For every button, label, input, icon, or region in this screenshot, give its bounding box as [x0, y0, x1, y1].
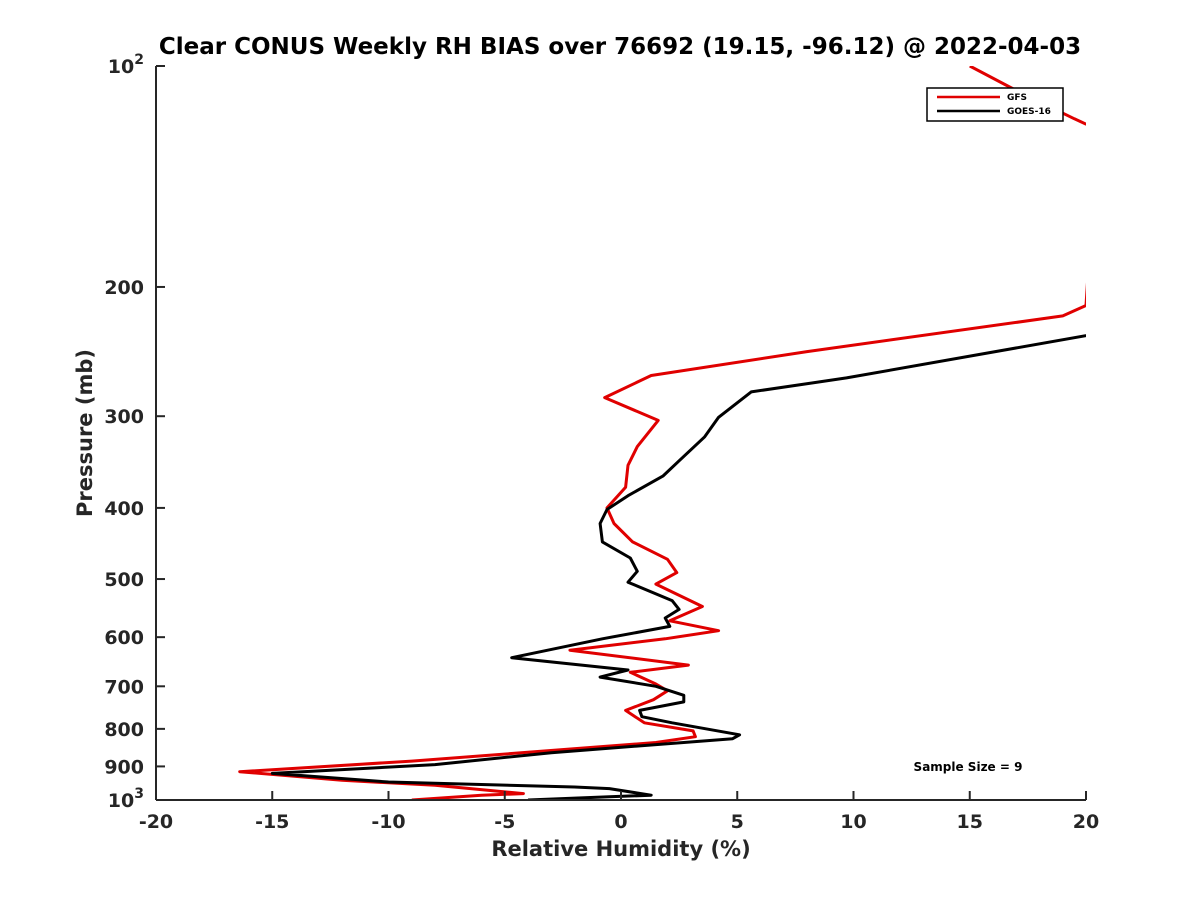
legend-box: [926, 87, 1064, 122]
y-axis-label: Pressure (mb): [73, 349, 97, 517]
y-tick-label: 300: [104, 406, 144, 428]
legend-label-goes16: GOES-16: [1007, 107, 1051, 117]
chart-title: Clear CONUS Weekly RH BIAS over 76692 (1…: [159, 34, 1081, 60]
x-tick-label: 5: [731, 811, 744, 833]
y-tick-label: 200: [104, 277, 144, 299]
y-axis-ticks: 102 200 300 400 500 600 700 800 900 103: [104, 52, 165, 812]
y-tick-label: 700: [104, 676, 144, 698]
y-tick-label: 900: [104, 756, 144, 778]
y-tick-label: 102: [108, 52, 144, 78]
x-tick-label: -15: [255, 811, 289, 833]
y-tick-label: 500: [104, 569, 144, 591]
legend-label-gfs: GFS: [1007, 93, 1027, 103]
series-line-goes-16: [270, 334, 1086, 800]
x-tick-label: 15: [957, 811, 983, 833]
sample-size-annotation: Sample Size = 9: [914, 760, 1023, 774]
series-line-gfs: [238, 66, 1086, 800]
x-tick-label: -20: [139, 811, 173, 833]
x-tick-label: -10: [371, 811, 405, 833]
x-axis-ticks: -20 -15 -10 -5 0 5 10 15 20: [139, 791, 1099, 833]
y-tick-label: 600: [104, 627, 144, 649]
x-tick-label: 20: [1073, 811, 1099, 833]
x-axis-label: Relative Humidity (%): [491, 837, 750, 861]
legend: GFS GOES-16: [926, 87, 1064, 122]
x-tick-label: -5: [494, 811, 515, 833]
y-tick-label: 800: [104, 719, 144, 741]
x-tick-label: 0: [614, 811, 627, 833]
series-layer: [238, 66, 1086, 800]
y-tick-label: 103: [108, 786, 144, 812]
x-tick-label: 10: [840, 811, 866, 833]
y-tick-label: 400: [104, 498, 144, 520]
